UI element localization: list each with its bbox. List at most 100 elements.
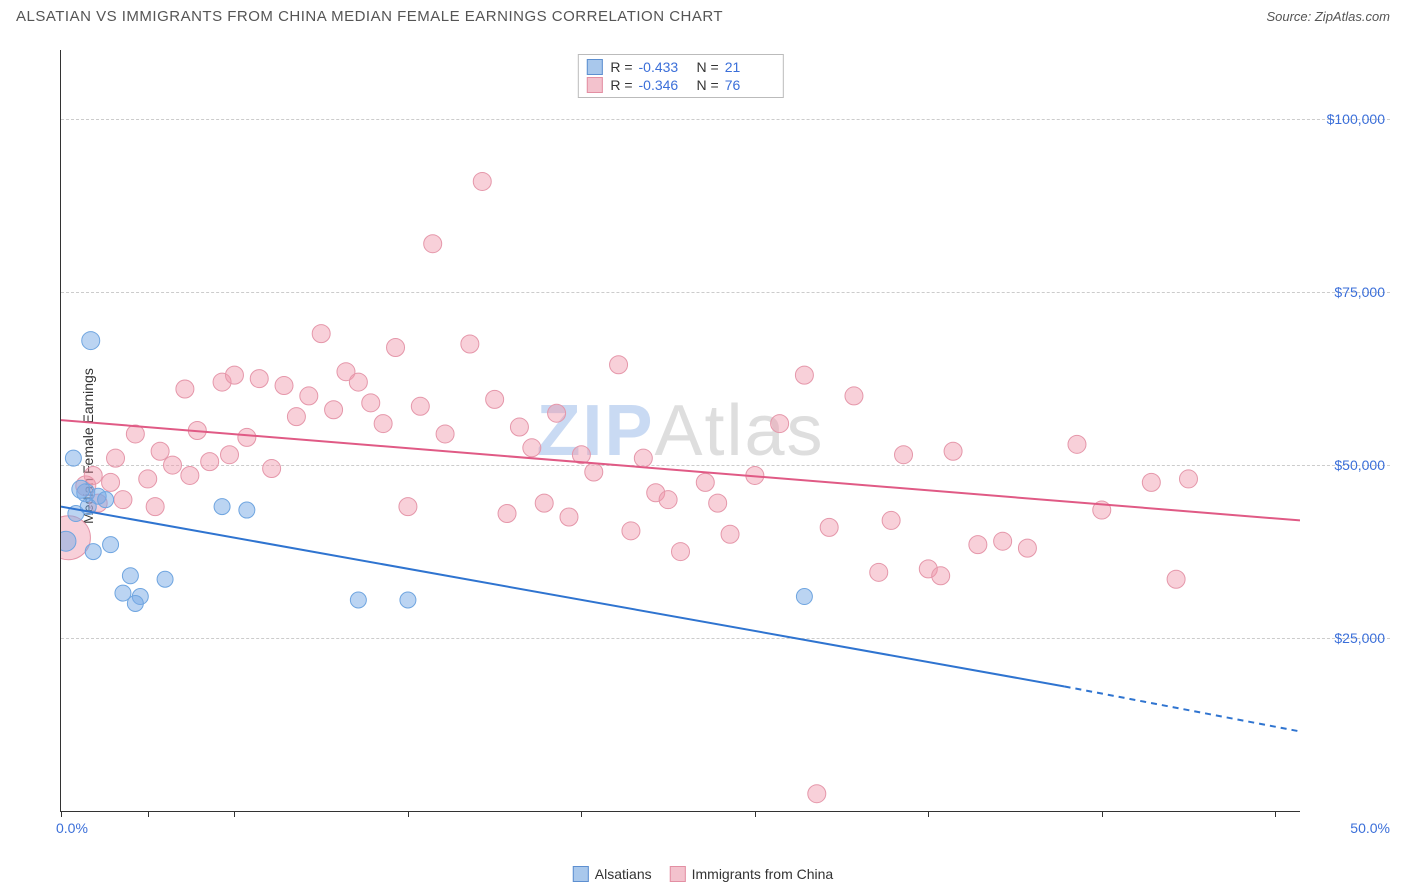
x-tick	[408, 811, 409, 817]
n-value-china: 76	[725, 77, 775, 93]
scatter-point	[672, 543, 690, 561]
scatter-point	[659, 491, 677, 509]
legend-item-alsatians: Alsatians	[573, 866, 652, 882]
x-axis-max-label: 50.0%	[1350, 820, 1390, 836]
scatter-point	[275, 377, 293, 395]
scatter-point	[374, 415, 392, 433]
scatter-point	[300, 387, 318, 405]
n-label: N =	[697, 77, 719, 93]
scatter-point	[560, 508, 578, 526]
scatter-point	[139, 470, 157, 488]
x-tick	[1275, 811, 1276, 817]
scatter-point	[85, 544, 101, 560]
scatter-point	[107, 449, 125, 467]
scatter-plot-svg	[61, 50, 1300, 811]
swatch-alsatians-icon	[586, 59, 602, 75]
swatch-china-icon	[670, 866, 686, 882]
scatter-point	[796, 589, 812, 605]
scatter-point	[548, 404, 566, 422]
x-tick	[61, 811, 62, 817]
legend-label-china: Immigrants from China	[692, 866, 834, 882]
scatter-point	[1068, 435, 1086, 453]
x-tick	[581, 811, 582, 817]
scatter-point	[349, 373, 367, 391]
scatter-point	[84, 466, 102, 484]
r-label: R =	[610, 59, 632, 75]
scatter-point	[845, 387, 863, 405]
scatter-point	[72, 480, 90, 498]
y-tick-label: $100,000	[1327, 111, 1385, 127]
scatter-point	[61, 531, 76, 551]
scatter-point	[486, 390, 504, 408]
scatter-point	[103, 537, 119, 553]
scatter-point	[114, 491, 132, 509]
scatter-point	[164, 456, 182, 474]
chart-header: ALSATIAN VS IMMIGRANTS FROM CHINA MEDIAN…	[0, 0, 1406, 29]
scatter-point	[882, 511, 900, 529]
scatter-point	[696, 473, 714, 491]
legend-row-china: R = -0.346 N = 76	[586, 76, 774, 94]
scatter-point	[535, 494, 553, 512]
scatter-point	[287, 408, 305, 426]
scatter-point	[126, 425, 144, 443]
r-value-alsatians: -0.433	[639, 59, 689, 75]
scatter-point	[214, 499, 230, 515]
scatter-point	[411, 397, 429, 415]
scatter-point	[944, 442, 962, 460]
legend-item-china: Immigrants from China	[670, 866, 834, 882]
scatter-point	[709, 494, 727, 512]
scatter-point	[585, 463, 603, 481]
scatter-point	[325, 401, 343, 419]
scatter-point	[771, 415, 789, 433]
scatter-point	[157, 571, 173, 587]
x-tick	[1102, 811, 1103, 817]
scatter-point	[1142, 473, 1160, 491]
scatter-point	[239, 502, 255, 518]
x-tick	[234, 811, 235, 817]
x-tick	[755, 811, 756, 817]
scatter-point	[795, 366, 813, 384]
swatch-alsatians-icon	[573, 866, 589, 882]
x-axis-min-label: 0.0%	[56, 820, 88, 836]
scatter-point	[221, 446, 239, 464]
scatter-point	[250, 370, 268, 388]
r-label: R =	[610, 77, 632, 93]
scatter-point	[362, 394, 380, 412]
scatter-point	[473, 172, 491, 190]
scatter-point	[895, 446, 913, 464]
scatter-point	[932, 567, 950, 585]
scatter-point	[436, 425, 454, 443]
scatter-point	[201, 453, 219, 471]
scatter-point	[151, 442, 169, 460]
trend-line	[61, 507, 1065, 687]
scatter-point	[969, 536, 987, 554]
scatter-point	[461, 335, 479, 353]
chart-title: ALSATIAN VS IMMIGRANTS FROM CHINA MEDIAN…	[16, 8, 723, 25]
scatter-point	[102, 473, 120, 491]
swatch-china-icon	[586, 77, 602, 93]
scatter-point	[721, 525, 739, 543]
scatter-point	[870, 563, 888, 581]
r-value-china: -0.346	[639, 77, 689, 93]
scatter-point	[82, 332, 100, 350]
scatter-point	[424, 235, 442, 253]
scatter-point	[634, 449, 652, 467]
scatter-point	[610, 356, 628, 374]
trend-line-extension	[1065, 686, 1300, 731]
correlation-legend: R = -0.433 N = 21 R = -0.346 N = 76	[577, 54, 783, 98]
plot-area: ZIPAtlas R = -0.433 N = 21 R = -0.346 N …	[60, 50, 1300, 812]
scatter-point	[312, 325, 330, 343]
x-tick	[928, 811, 929, 817]
n-label: N =	[697, 59, 719, 75]
scatter-point	[122, 568, 138, 584]
scatter-point	[387, 338, 405, 356]
scatter-point	[1018, 539, 1036, 557]
scatter-point	[622, 522, 640, 540]
source-attribution: Source: ZipAtlas.com	[1266, 9, 1390, 24]
scatter-point	[510, 418, 528, 436]
scatter-point	[350, 592, 366, 608]
scatter-point	[1167, 570, 1185, 588]
y-tick-label: $50,000	[1334, 457, 1385, 473]
scatter-point	[98, 492, 114, 508]
y-tick-label: $25,000	[1334, 630, 1385, 646]
